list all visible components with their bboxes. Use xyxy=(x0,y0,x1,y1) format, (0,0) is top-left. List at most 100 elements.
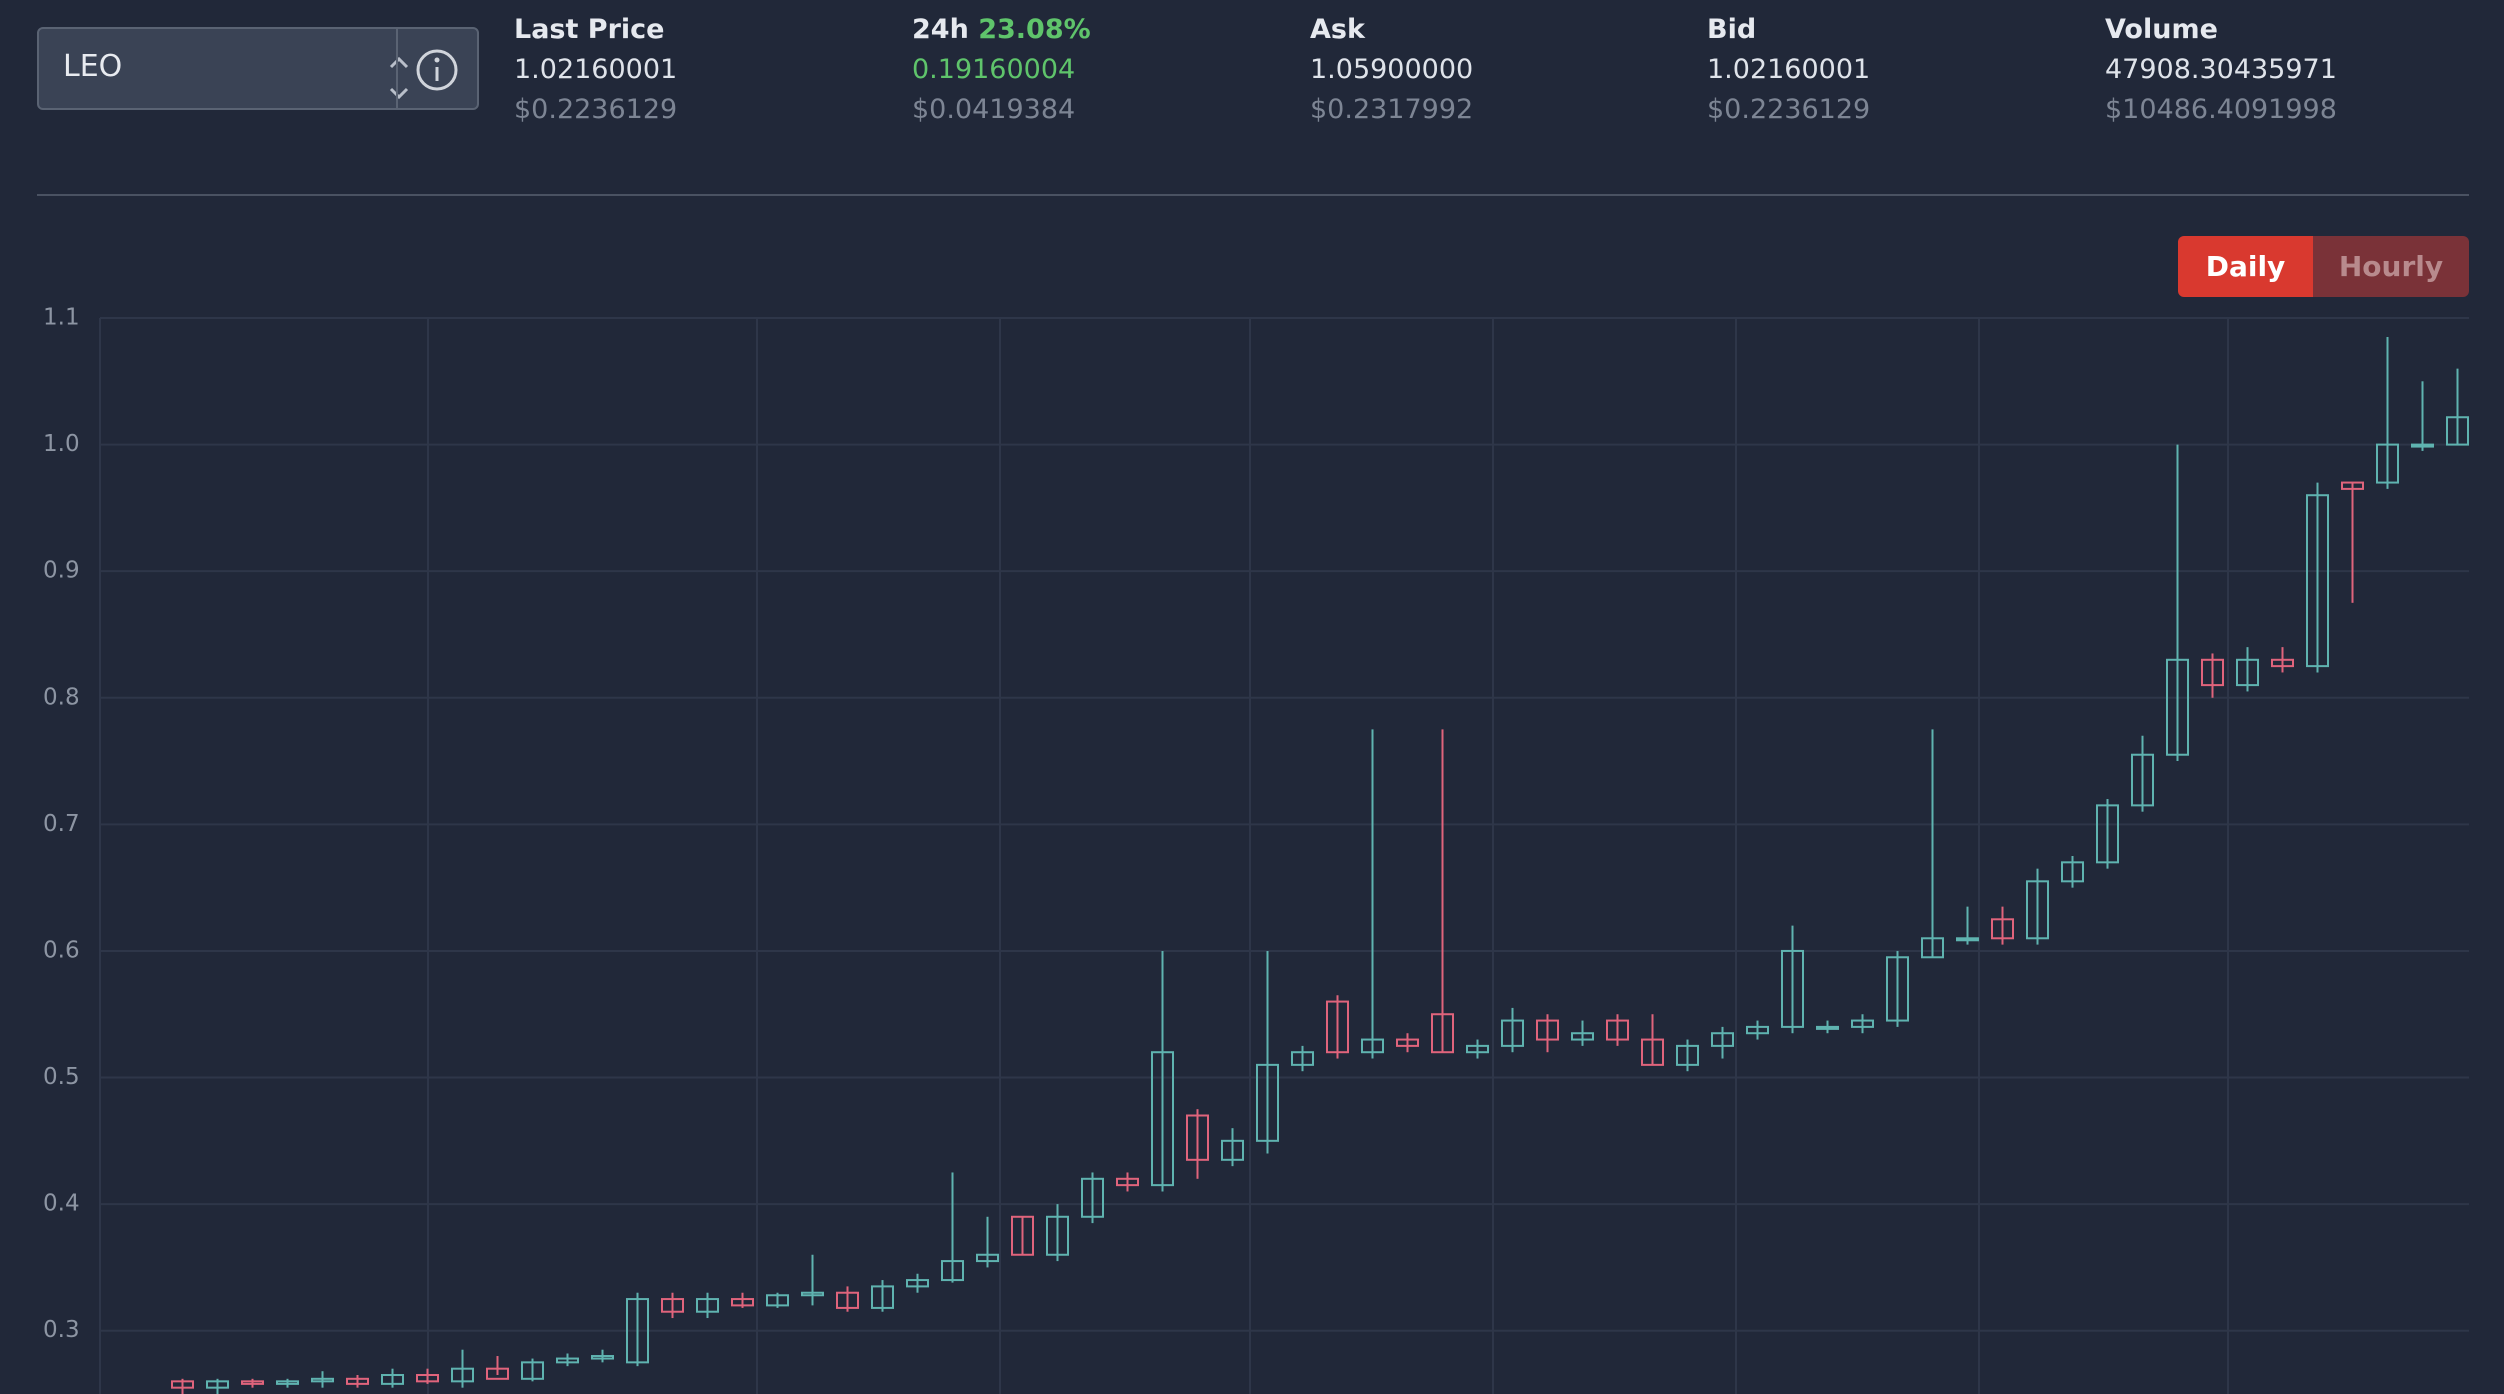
candle-body xyxy=(836,1291,859,1309)
candle-body xyxy=(1361,1038,1384,1054)
candle-body xyxy=(1396,1038,1419,1047)
candle-body xyxy=(1781,949,1804,1028)
candle-body xyxy=(2166,658,2189,756)
stat-value: 1.02160001 xyxy=(1707,54,1871,85)
candle-body xyxy=(416,1374,439,1383)
candle-body xyxy=(661,1298,684,1313)
stat: Bid 1.02160001 $0.2236129 xyxy=(1707,10,1870,130)
candle-body xyxy=(1676,1044,1699,1066)
candle-body xyxy=(1851,1019,1874,1028)
stat: 24h 23.08% 0.19160004 $0.0419384 xyxy=(912,10,1091,130)
candle-body xyxy=(906,1279,929,1288)
candle-body xyxy=(2026,880,2049,940)
candle-body xyxy=(941,1260,964,1282)
stat-usd: $10486.4091998 xyxy=(2105,94,2337,125)
stat-usd: $0.2317992 xyxy=(1310,94,1474,125)
candle-body xyxy=(2376,443,2399,484)
candle-body xyxy=(2096,804,2119,864)
candle-body xyxy=(1186,1114,1209,1161)
y-tick-label: 0.4 xyxy=(43,1191,80,1217)
stat-label-text: Bid xyxy=(1707,14,1757,45)
stat-label: Volume xyxy=(2105,10,2337,50)
candle-body xyxy=(2236,658,2259,687)
candle-body xyxy=(2341,481,2364,490)
candle-body xyxy=(1991,918,2014,940)
stat-value: 1.02160001 xyxy=(514,54,678,85)
candle-body xyxy=(1816,1025,1839,1030)
candle-body xyxy=(1081,1177,1104,1218)
hourly-button[interactable]: Hourly xyxy=(2313,236,2469,297)
stat-value: 47908.30435971 xyxy=(2105,54,2337,85)
candle-body xyxy=(381,1374,404,1385)
daily-button[interactable]: Daily xyxy=(2178,236,2313,297)
candle-body xyxy=(1921,937,1944,959)
candle-body xyxy=(171,1380,194,1389)
candle-body xyxy=(2131,753,2154,807)
candle-body xyxy=(1956,937,1979,942)
candle-body xyxy=(1326,1000,1349,1054)
y-tick-label: 1.1 xyxy=(43,305,80,331)
candle-body xyxy=(1466,1044,1489,1054)
candle-body xyxy=(1011,1215,1034,1256)
candle-body xyxy=(1431,1013,1454,1054)
candle-body xyxy=(1571,1032,1594,1041)
stat: Ask 1.05900000 $0.2317992 xyxy=(1310,10,1473,130)
candle-body xyxy=(451,1367,474,1383)
candle-body xyxy=(311,1377,334,1383)
candle-body xyxy=(626,1298,649,1364)
candle-body xyxy=(1606,1019,1629,1041)
candle-body xyxy=(1046,1215,1069,1256)
candle-body xyxy=(1501,1019,1524,1047)
candle-body xyxy=(2411,443,2434,448)
stat-change: 23.08% xyxy=(978,14,1091,45)
candle-body xyxy=(521,1361,544,1380)
stat-usd: $0.0419384 xyxy=(912,94,1076,125)
y-tick-label: 0.7 xyxy=(43,811,80,837)
candle-body xyxy=(2306,494,2329,668)
candle-body xyxy=(871,1285,894,1309)
selector-icons xyxy=(389,27,458,110)
stat-label-text: 24h xyxy=(912,14,969,45)
stat-label: Last Price xyxy=(514,10,677,50)
interval-toggle: Daily Hourly xyxy=(2178,236,2469,297)
stat-usd: $0.2236129 xyxy=(1707,94,1871,125)
candle-body xyxy=(1116,1177,1139,1187)
candle-body xyxy=(1291,1051,1314,1066)
candle-body xyxy=(696,1298,719,1313)
vertical-grid xyxy=(99,318,2229,1394)
market-name: LEO xyxy=(63,49,123,84)
candle-body xyxy=(1641,1038,1664,1066)
candle-body xyxy=(591,1355,614,1360)
candle-body xyxy=(731,1298,754,1307)
candle-body xyxy=(1746,1025,1769,1035)
candle-body xyxy=(2201,658,2224,687)
candle-body xyxy=(1711,1032,1734,1047)
market-selector[interactable]: LEO xyxy=(37,27,479,110)
stat-label: Ask xyxy=(1310,10,1473,50)
candle-body xyxy=(206,1380,229,1389)
candle-body xyxy=(2271,658,2294,668)
candle-body xyxy=(766,1294,789,1307)
stat-label: 24h 23.08% xyxy=(912,10,1091,50)
candle-body xyxy=(346,1377,369,1385)
stat: Volume 47908.30435971 $10486.4091998 xyxy=(2105,10,2337,130)
candle-body xyxy=(276,1380,299,1385)
stat-label-text: Last Price xyxy=(514,14,665,45)
stat-label-text: Volume xyxy=(2105,14,2218,45)
candle-body xyxy=(486,1367,509,1380)
candle-body xyxy=(801,1291,824,1297)
y-tick-label: 0.8 xyxy=(43,684,80,710)
stat-label-text: Ask xyxy=(1310,14,1365,45)
y-tick-label: 0.9 xyxy=(43,558,80,584)
candle-body xyxy=(1151,1051,1174,1187)
candle-body xyxy=(976,1253,999,1263)
stat-label: Bid xyxy=(1707,10,1870,50)
y-tick-label: 0.5 xyxy=(43,1064,80,1090)
candle-body xyxy=(1536,1019,1559,1041)
candle-body xyxy=(241,1380,264,1385)
y-tick-label: 1.0 xyxy=(43,431,80,457)
y-tick-label: 0.3 xyxy=(43,1317,80,1343)
candle-body xyxy=(2446,416,2469,446)
